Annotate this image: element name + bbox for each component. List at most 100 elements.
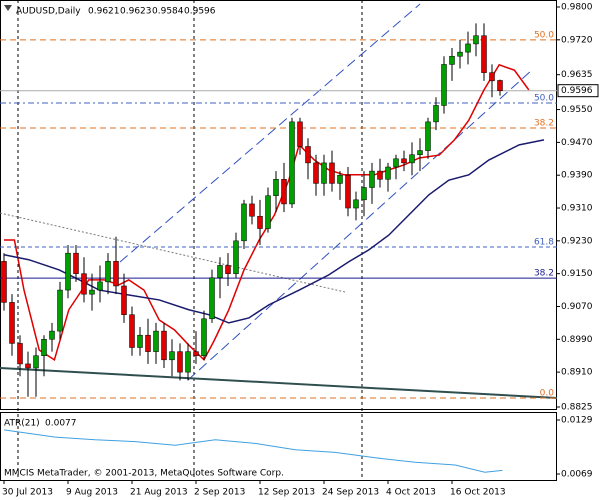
candle-body <box>65 252 71 291</box>
y-tick-label: 0.8825 <box>561 403 593 413</box>
candle-body <box>377 170 383 180</box>
candle-body <box>1 261 7 303</box>
candle-body <box>321 162 327 184</box>
y-tick-label: 0.9390 <box>561 171 593 181</box>
y-tick-label: 0.8990 <box>561 335 593 345</box>
candle-body <box>201 318 207 356</box>
candle-body <box>9 302 15 344</box>
candle-body <box>97 281 103 291</box>
candle-body <box>113 261 119 287</box>
candle-body <box>449 55 455 65</box>
candle-body <box>41 339 47 356</box>
fibo-label: 38.2 <box>534 119 554 129</box>
candle-body <box>489 72 495 82</box>
candle-body <box>81 273 87 295</box>
fibo-label: 61.8 <box>534 238 554 248</box>
y-tick-label: 0.0069 <box>561 470 593 480</box>
candle-body <box>393 158 399 168</box>
x-tick-label: 12 Sep 2013 <box>258 488 315 498</box>
candle-body <box>345 174 351 209</box>
candle-body <box>441 64 447 106</box>
candle-body <box>401 158 407 164</box>
x-tick-label: 30 Jul 2013 <box>2 488 53 498</box>
y-tick-label: 0.9470 <box>561 138 593 148</box>
candle-body <box>481 35 487 73</box>
candle-body <box>265 195 271 229</box>
x-tick-label: 24 Sep 2013 <box>322 488 379 498</box>
fibo-label: 0.0 <box>540 388 555 398</box>
x-tick-label: 9 Aug 2013 <box>66 488 118 498</box>
candle-body <box>281 179 287 205</box>
drawings <box>0 0 558 480</box>
fibo-label: 50.0 <box>534 30 554 40</box>
candle-body <box>161 330 167 361</box>
candle-body <box>289 121 295 205</box>
candle-body <box>473 35 479 45</box>
y-tick-label: 0.0129 <box>561 416 593 426</box>
x-tick-label: 16 Oct 2013 <box>450 488 506 498</box>
y-tick-label: 0.9310 <box>561 204 593 214</box>
x-tick-label: 21 Aug 2013 <box>130 488 188 498</box>
candle-body <box>433 105 439 123</box>
y-tick-label: 0.9800 <box>561 3 593 13</box>
fibo-label: 38.2 <box>534 269 554 279</box>
candle-body <box>25 363 31 369</box>
candle-body <box>105 261 111 283</box>
y-tick-label: 0.9550 <box>561 105 593 115</box>
candle-body <box>337 174 343 184</box>
fibo-label: 50.0 <box>534 94 554 104</box>
candle-body <box>177 351 183 373</box>
candle-body <box>209 277 215 320</box>
main-panel-frame <box>0 0 557 410</box>
candle-body <box>241 203 247 242</box>
indicator-line <box>3 429 503 473</box>
ohlc-high: 0.9623 <box>120 7 152 17</box>
candle-body <box>57 289 63 332</box>
candle-body <box>361 187 367 201</box>
atr-last-value: 0.0077 <box>45 419 77 429</box>
trend-line <box>0 367 558 399</box>
candle-body <box>313 162 319 184</box>
candle-body <box>17 343 23 365</box>
channel-line <box>187 69 533 381</box>
candle-body <box>497 80 503 91</box>
candle-body <box>465 43 471 53</box>
candle-body <box>193 351 199 356</box>
candle-body <box>153 330 159 352</box>
candle-body <box>353 199 359 209</box>
candle-body <box>385 166 391 180</box>
footer: MMCIS MetaTrader, © 2001-2013, MetaQuote… <box>4 469 284 479</box>
x-tick-label: 2 Sep 2013 <box>194 488 245 498</box>
candle-body <box>273 179 279 196</box>
moving-average <box>4 63 530 362</box>
ohlc-low: 0.9584 <box>152 7 184 17</box>
candle-body <box>257 215 263 229</box>
candle-body <box>185 351 191 373</box>
moving-average <box>3 139 545 324</box>
candle-body <box>233 240 239 274</box>
candle-body <box>145 334 151 352</box>
candle-body <box>297 121 303 147</box>
candle-body <box>249 203 255 217</box>
x-tick-label: 4 Oct 2013 <box>386 488 436 498</box>
candle-body <box>329 162 335 184</box>
ohlc-close: 0.9596 <box>184 7 216 17</box>
chart-title: AUDUSD,Daily <box>16 7 81 17</box>
candle-body <box>73 252 79 274</box>
candle-body <box>33 355 39 369</box>
candle-body <box>369 170 375 188</box>
candle-body <box>121 285 127 315</box>
y-tick-label: 0.9150 <box>561 269 593 279</box>
candle-body <box>409 154 415 164</box>
candle-body <box>217 265 223 279</box>
ohlc-open: 0.9621 <box>88 7 120 17</box>
y-tick-label: 0.9720 <box>561 35 593 45</box>
price-tag-label: 0.9596 <box>561 86 593 96</box>
candle-body <box>169 351 175 361</box>
trend-line <box>0 212 346 293</box>
candle-body <box>305 146 311 164</box>
candle-body <box>225 265 231 274</box>
candle-body <box>417 150 423 155</box>
